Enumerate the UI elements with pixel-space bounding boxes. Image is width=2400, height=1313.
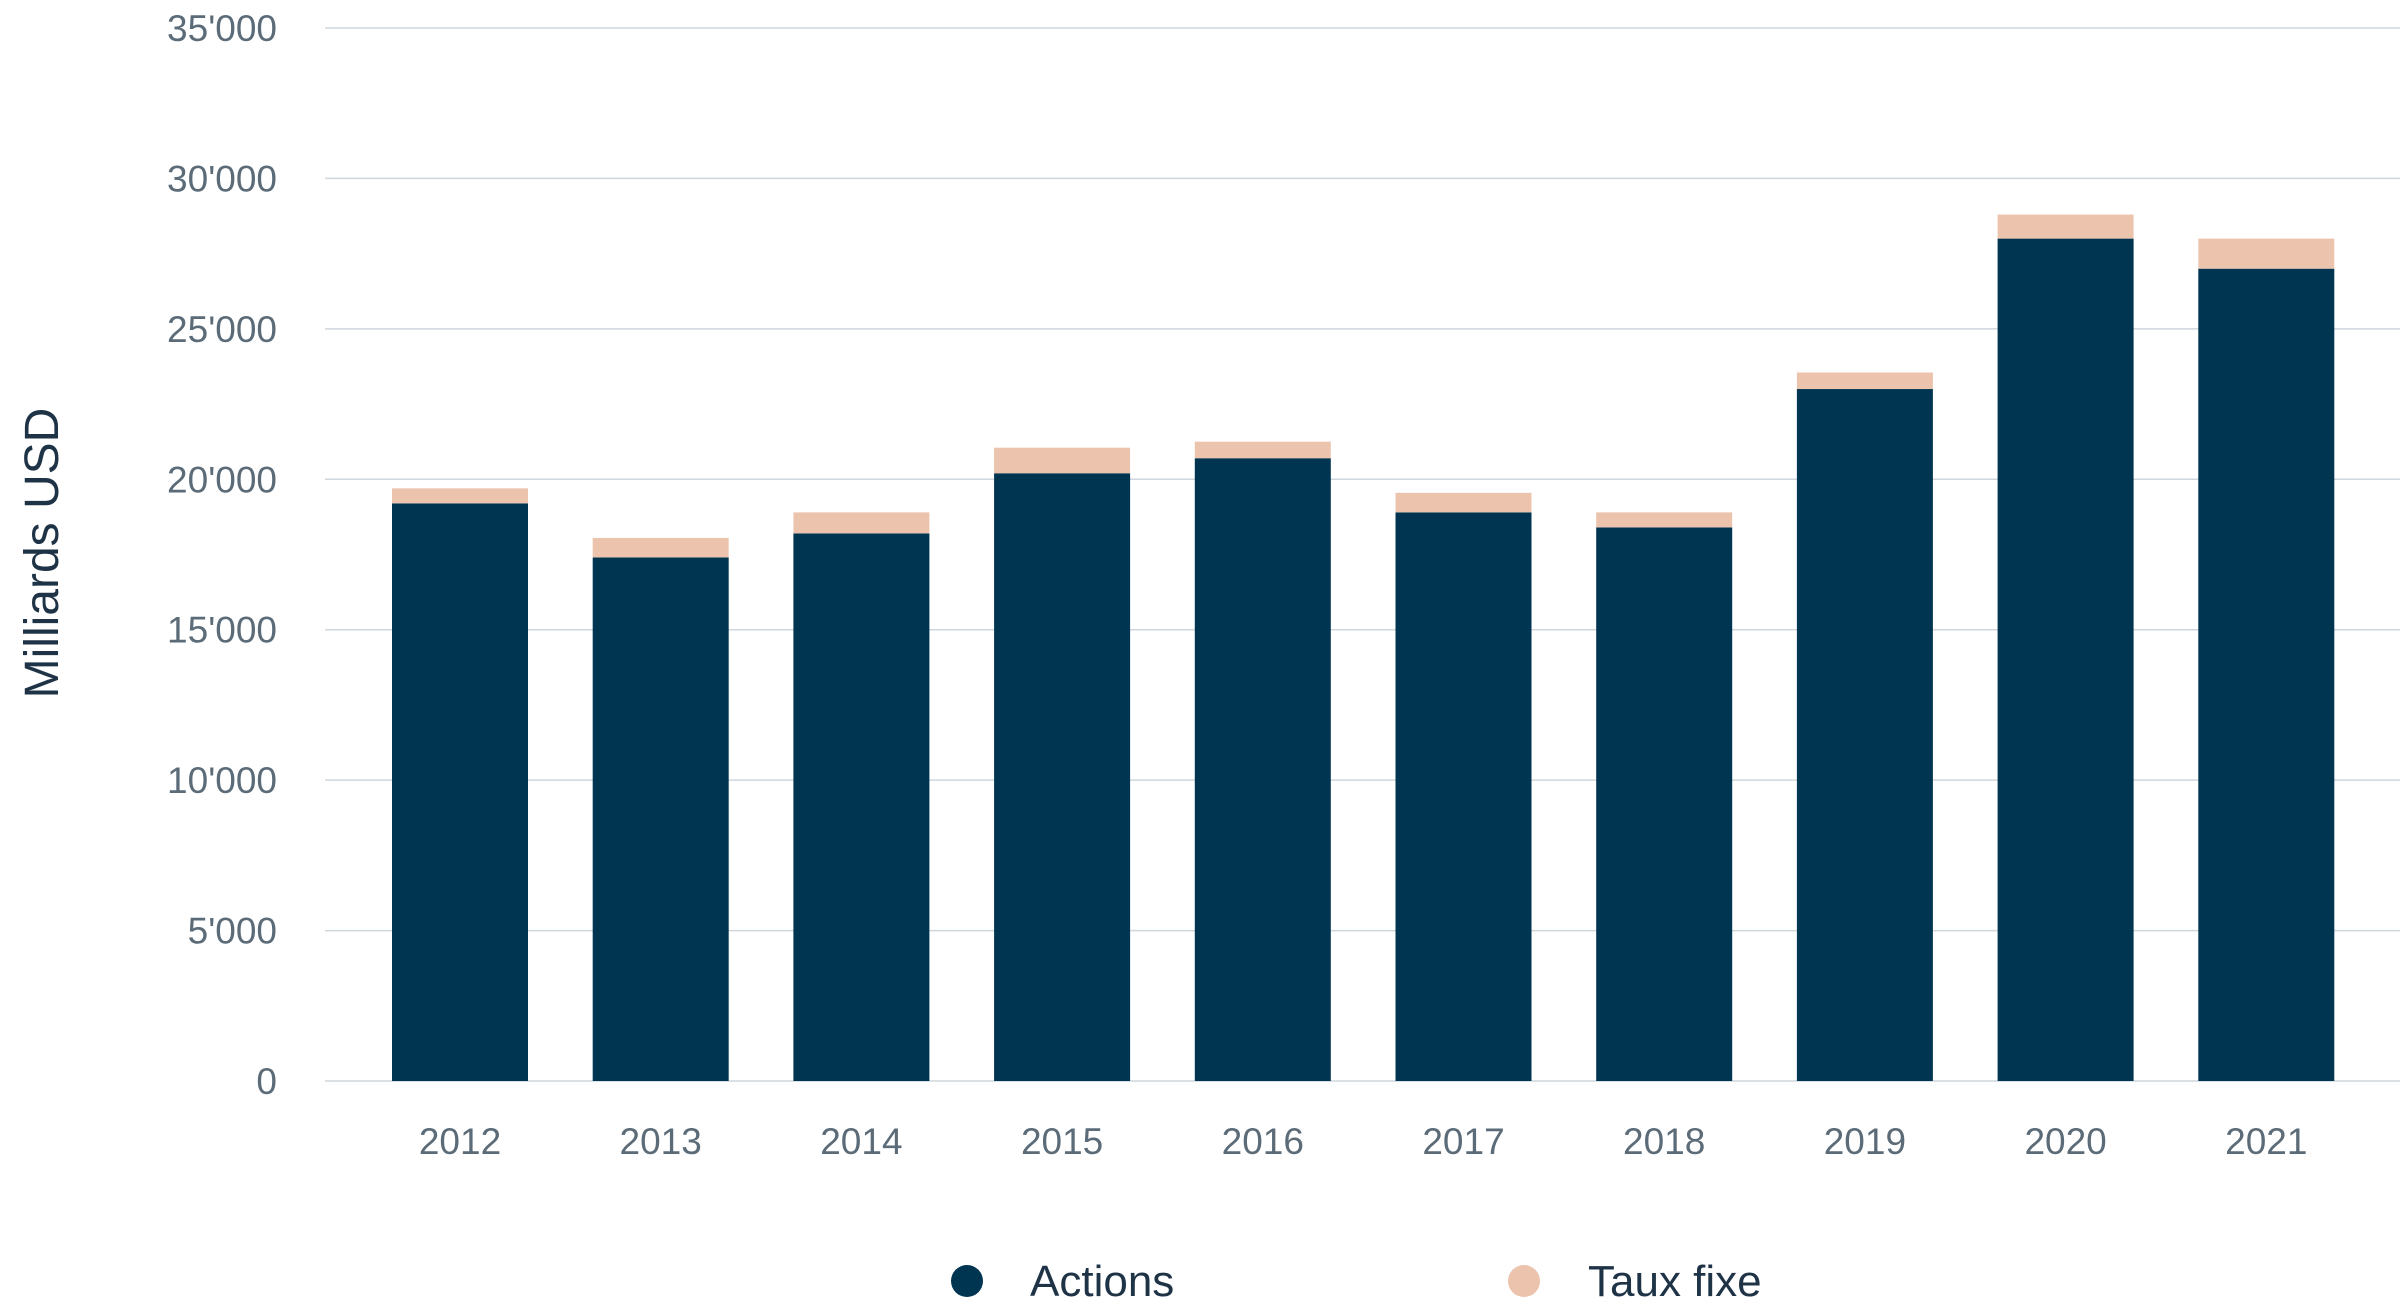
legend: Actions Taux fixe [951, 1257, 1762, 1306]
bar-actions-2019 [1796, 389, 1933, 1081]
y-tick-label: 30'000 [167, 158, 277, 199]
y-tick-label: 10'000 [167, 760, 277, 801]
legend-marker-actions [951, 1265, 983, 1297]
bar-taux-fixe-2013 [592, 537, 729, 558]
x-tick-label: 2014 [820, 1121, 902, 1162]
bar-actions-2013 [592, 557, 729, 1081]
bar-taux-fixe-2014 [793, 512, 930, 534]
legend-marker-taux-fixe [1508, 1265, 1540, 1297]
y-axis-label: Milliards USD [16, 408, 69, 699]
bar-taux-fixe-2015 [994, 447, 1131, 474]
bar-actions-2015 [994, 473, 1131, 1082]
x-axis-ticks: 2012 2013 2014 2015 2016 2017 2018 2019 2020 2021 [419, 1121, 2308, 1162]
legend-label-taux-fixe: Taux fixe [1588, 1257, 1762, 1306]
x-tick-label: 2020 [2024, 1121, 2106, 1162]
bar-actions-2020 [1997, 238, 2134, 1082]
bar-actions-2018 [1596, 527, 1733, 1081]
x-tick-label: 2017 [1422, 1121, 1504, 1162]
y-tick-label: 25'000 [167, 309, 277, 350]
bar-actions-2012 [392, 503, 528, 1082]
bar-actions-2016 [1194, 458, 1331, 1081]
bar-taux-fixe-2017 [1395, 492, 1532, 513]
bars [392, 214, 2335, 1082]
bar-actions-2014 [793, 533, 930, 1081]
y-tick-label: 0 [256, 1061, 277, 1102]
x-tick-label: 2013 [620, 1121, 702, 1162]
bar-actions-2017 [1395, 512, 1532, 1081]
x-tick-label: 2012 [419, 1121, 501, 1162]
bar-actions-2021 [2198, 268, 2335, 1082]
y-tick-label: 35'000 [167, 8, 277, 49]
bar-taux-fixe-2016 [1194, 441, 1331, 459]
bar-taux-fixe-2018 [1596, 512, 1733, 528]
bar-taux-fixe-2019 [1796, 372, 1933, 390]
bar-taux-fixe-2020 [1997, 214, 2134, 239]
y-axis-ticks: 0 5'000 10'000 15'000 20'000 25'000 30'000 35'0… [167, 8, 277, 1102]
legend-label-actions: Actions [1030, 1257, 1174, 1306]
y-tick-label: 20'000 [167, 459, 277, 500]
y-tick-label: 15'000 [167, 610, 277, 651]
bar-taux-fixe-2021 [2198, 238, 2335, 269]
x-tick-label: 2016 [1222, 1121, 1304, 1162]
x-tick-label: 2019 [1824, 1121, 1906, 1162]
bar-taux-fixe-2012 [392, 488, 528, 504]
x-tick-label: 2018 [1623, 1121, 1705, 1162]
y-tick-label: 5'000 [188, 911, 277, 952]
x-tick-label: 2021 [2225, 1121, 2307, 1162]
x-tick-label: 2015 [1021, 1121, 1103, 1162]
